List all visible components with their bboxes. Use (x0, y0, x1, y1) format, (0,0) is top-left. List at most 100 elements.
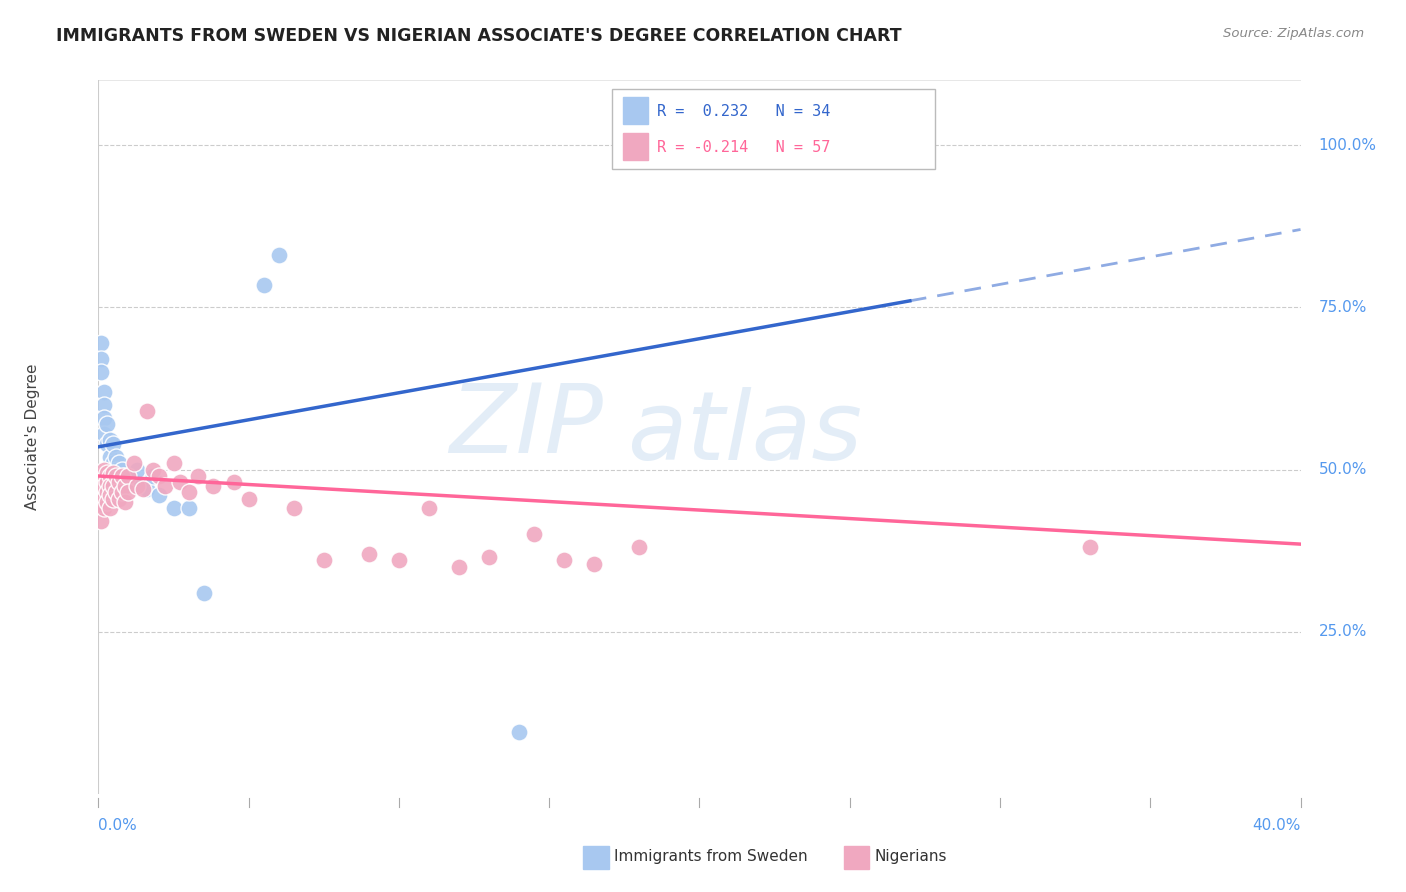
Text: 75.0%: 75.0% (1319, 300, 1367, 315)
Point (447, 559, 470, 574)
Point (141, 469, 163, 483)
Point (283, 501, 305, 516)
Point (90, 365, 112, 379)
Point (100, 488, 122, 502)
Point (96, 466, 118, 480)
Point (238, 491, 260, 506)
Point (418, 501, 440, 516)
Point (583, 557, 606, 571)
Point (898, 135, 921, 149)
Point (117, 485, 139, 500)
Point (169, 475, 191, 490)
Point (628, 541, 651, 555)
Point (105, 462, 128, 476)
Point (108, 491, 131, 506)
Text: 0.0%: 0.0% (98, 818, 138, 832)
Point (357, 547, 380, 561)
Point (103, 436, 125, 450)
Point (117, 469, 139, 483)
Point (135, 482, 157, 496)
Point (253, 277, 276, 292)
Point (100, 434, 122, 448)
Point (135, 404, 157, 418)
Point (478, 550, 501, 565)
Point (111, 485, 134, 500)
Point (114, 479, 136, 493)
Text: 50.0%: 50.0% (1319, 462, 1367, 477)
Point (90, 515, 112, 529)
Text: ZIP: ZIP (450, 380, 603, 473)
Point (93, 384, 115, 399)
Point (148, 469, 170, 483)
Point (93, 479, 115, 493)
Text: 25.0%: 25.0% (1319, 624, 1367, 640)
Point (132, 482, 155, 496)
Point (100, 469, 122, 483)
Point (100, 450, 122, 464)
Point (96, 485, 118, 500)
Point (111, 462, 134, 476)
Point (93, 491, 115, 506)
Point (108, 472, 131, 486)
Point (96, 417, 118, 431)
Point (105, 485, 128, 500)
Point (117, 475, 139, 490)
Point (162, 456, 184, 470)
Text: Source: ZipAtlas.com: Source: ZipAtlas.com (1223, 27, 1364, 40)
Point (177, 485, 200, 500)
Point (121, 472, 143, 486)
Point (177, 501, 200, 516)
Point (153, 479, 176, 493)
Point (553, 553, 575, 567)
Point (93, 410, 115, 425)
Point (103, 456, 125, 470)
Point (103, 466, 125, 480)
Point (90, 479, 112, 493)
Text: atlas: atlas (627, 387, 862, 480)
Point (523, 527, 546, 541)
Point (148, 488, 170, 502)
Point (267, 248, 290, 262)
Point (96, 475, 118, 490)
Point (388, 553, 411, 567)
Point (93, 462, 115, 476)
Text: R = -0.214   N = 57: R = -0.214 N = 57 (657, 140, 830, 155)
Point (93, 398, 115, 412)
Point (127, 479, 149, 493)
Point (124, 479, 146, 493)
Point (108, 456, 131, 470)
Point (90, 469, 112, 483)
Point (1078, 541, 1101, 555)
Point (90, 352, 112, 367)
Point (193, 586, 215, 600)
Point (111, 469, 134, 483)
Point (222, 475, 245, 490)
Point (187, 469, 209, 483)
Text: R =  0.232   N = 34: R = 0.232 N = 34 (657, 104, 830, 120)
Text: IMMIGRANTS FROM SWEDEN VS NIGERIAN ASSOCIATE'S DEGREE CORRELATION CHART: IMMIGRANTS FROM SWEDEN VS NIGERIAN ASSOC… (56, 27, 901, 45)
Point (508, 725, 530, 739)
Point (93, 472, 115, 486)
Point (201, 479, 224, 493)
Text: 100.0%: 100.0% (1319, 137, 1376, 153)
Point (127, 462, 149, 476)
Point (103, 479, 125, 493)
Point (141, 462, 163, 476)
Point (96, 436, 118, 450)
Point (312, 553, 335, 567)
Point (114, 495, 136, 509)
Point (93, 426, 115, 441)
Point (93, 501, 115, 516)
Point (105, 450, 128, 464)
Text: Immigrants from Sweden: Immigrants from Sweden (614, 849, 808, 863)
Point (90, 336, 112, 351)
Point (100, 479, 122, 493)
Point (90, 488, 112, 502)
Point (103, 491, 125, 506)
Point (162, 501, 184, 516)
Point (108, 475, 131, 490)
Text: 40.0%: 40.0% (1253, 818, 1301, 832)
Point (114, 469, 136, 483)
Point (100, 501, 122, 516)
Point (105, 469, 128, 483)
